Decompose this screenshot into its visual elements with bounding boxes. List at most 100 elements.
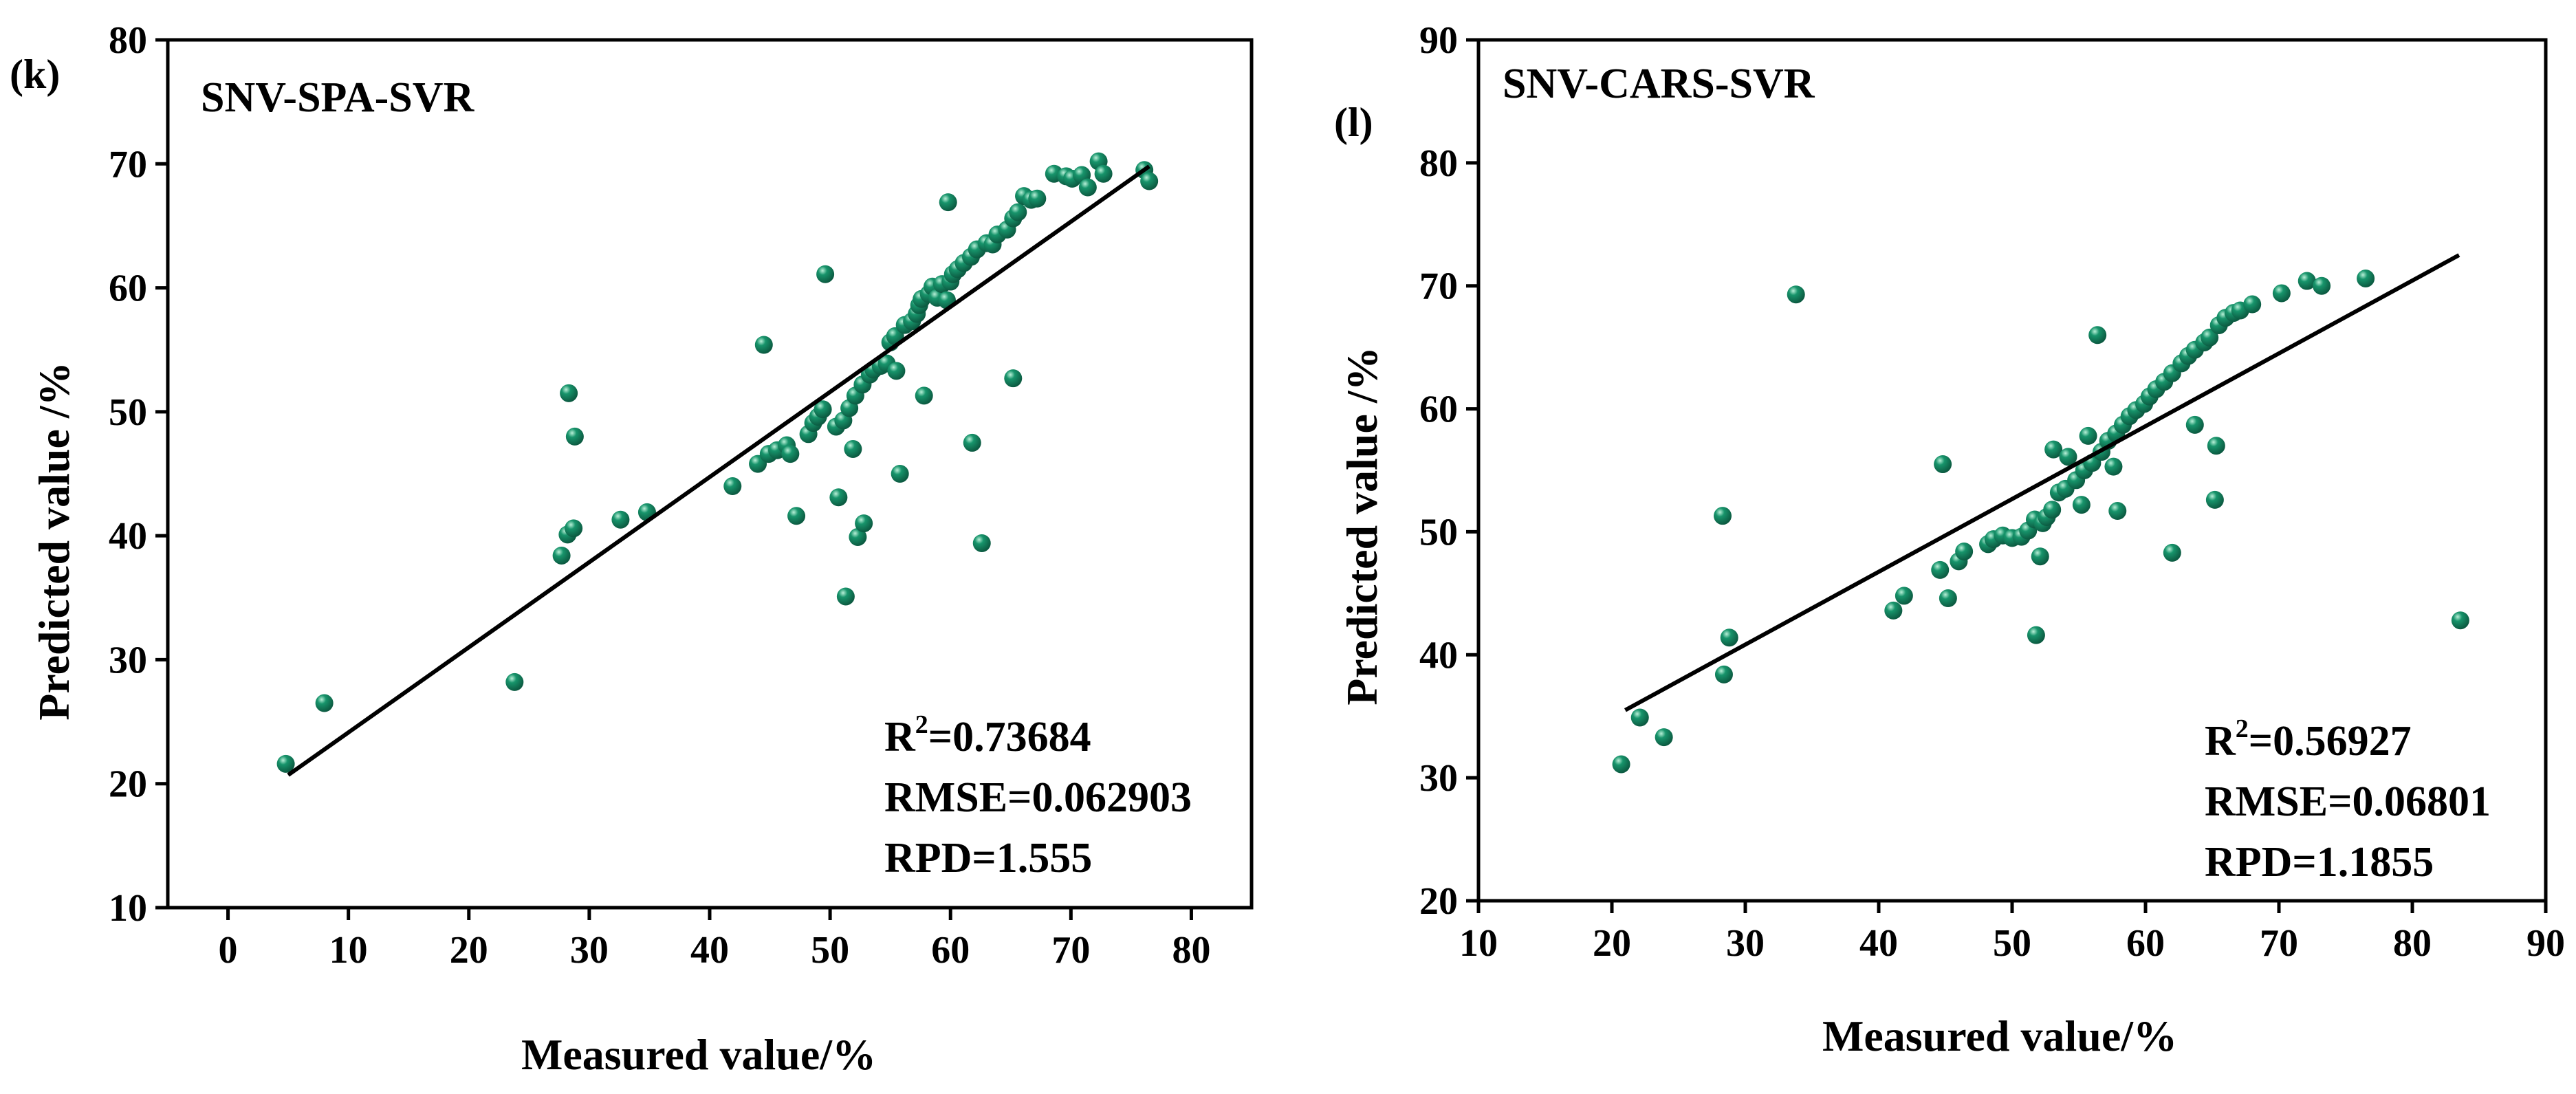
data-point [2027,626,2045,644]
regression-line [1624,253,2460,712]
data-point [1931,560,1950,579]
data-point [2272,284,2291,303]
data-point [1078,178,1097,197]
data-point [1934,455,1952,474]
data-point [814,400,832,419]
data-point [1955,543,1974,561]
y-tick-label: 20 [1419,880,1458,923]
y-tick-label: 80 [1419,142,1458,185]
plot-area: 0 10 20 30 40 50 60 70 80 10 20 30 40 50 60 70 80 [109,19,1254,972]
data-point [2072,496,2091,514]
rpd-label: RPD=1.555 [884,835,1092,882]
plot-frame [1476,38,2548,903]
data-point [1094,164,1113,183]
panel-l: (l) Measured value/% Predicted value /% … [1334,19,2565,1060]
data-point [855,514,873,533]
r2-label: R2=0.56927 [2205,714,2412,765]
data-point [1714,665,1733,683]
x-tick-label: 50 [1993,922,2031,965]
data-point [276,754,295,773]
data-point [560,384,578,402]
y-tick-label: 80 [109,19,147,62]
data-point [781,445,800,463]
x-tick-label: 40 [1859,922,1898,965]
data-point [1884,601,1903,620]
stats-box: R2=0.73684 RMSE=0.062903 RPD=1.555 [884,710,1192,882]
data-point [816,265,835,283]
x-tick-label: 30 [1726,922,1765,965]
data-point [2201,328,2219,347]
data-point [2451,611,2469,630]
x-tick-label: 60 [931,929,970,972]
y-tick-label: 50 [109,391,147,434]
y-tick-label: 50 [1419,511,1458,554]
r2-prefix: R [884,714,916,761]
panel-label: (l) [1334,100,1373,145]
y-tick-label: 40 [109,515,147,558]
r2-value: =0.56927 [2249,718,2412,765]
y-tick-label: 70 [109,143,147,186]
y-tick-label: 90 [1419,19,1458,62]
data-point [2059,448,2077,466]
data-point [2163,543,2181,562]
data-point [836,587,855,606]
data-point [1028,189,1047,208]
data-point [2031,547,2049,566]
data-point [1714,507,1732,525]
data-point [1720,628,1738,647]
r2-value: =0.73684 [928,714,1091,761]
data-point [2207,437,2225,455]
x-tick-label: 30 [570,929,609,972]
data-point [2044,440,2063,459]
x-tick-label: 70 [2260,922,2298,965]
data-point [565,427,584,446]
panel-label: (k) [10,52,60,97]
panel-k: (k) Measured value/% Predicted value /% … [10,19,1254,1079]
x-tick-label: 10 [1459,922,1498,965]
data-point [2088,326,2107,344]
x-tick-label: 10 [329,929,368,972]
r2-prefix: R [2205,718,2236,765]
x-axis-title: Measured value/% [521,1030,876,1079]
y-axis-title: Predicted value /% [1338,347,1386,705]
x-axis-title: Measured value/% [1822,1011,2177,1060]
data-point [787,507,806,525]
data-point [2185,415,2204,434]
y-tick-label: 20 [109,763,147,806]
data-point [315,694,334,712]
y-tick-label: 70 [1419,265,1458,308]
y-tick-label: 40 [1419,634,1458,677]
x-tick-label: 80 [2393,922,2432,965]
data-point [1140,172,1159,190]
stats-box: R2=0.56927 RMSE=0.06801 RPD=1.1855 [2205,714,2491,886]
data-point [2108,502,2127,521]
data-point [611,510,630,529]
data-point [565,519,583,538]
data-point [891,465,909,483]
data-point [849,527,867,546]
y-tick-label: 30 [1419,757,1458,800]
x-tick-label: 80 [1172,929,1210,972]
x-tick-label: 70 [1051,929,1090,972]
x-tick-label: 0 [219,929,238,972]
data-point [887,362,906,380]
data-point [1787,285,1805,304]
data-point [1655,728,1673,747]
x-tick-label: 50 [811,929,849,972]
y-tick-label: 30 [109,639,147,681]
y-tick-label: 60 [1419,389,1458,431]
data-point [2297,272,2316,290]
x-tick-label: 60 [2126,922,2165,965]
y-axis-title: Predicted value /% [30,362,78,720]
data-point [1939,589,1957,608]
data-point [1009,203,1027,221]
data-point [1612,755,1630,774]
data-point [754,336,773,354]
chart-title: SNV-CARS-SVR [1503,61,1815,107]
y-tick-label: 10 [109,887,147,930]
chart-title: SNV-SPA-SVR [201,74,475,121]
rmse-label: RMSE=0.062903 [884,774,1192,821]
rmse-label: RMSE=0.06801 [2205,778,2491,825]
r2-superscript: 2 [2236,714,2249,743]
